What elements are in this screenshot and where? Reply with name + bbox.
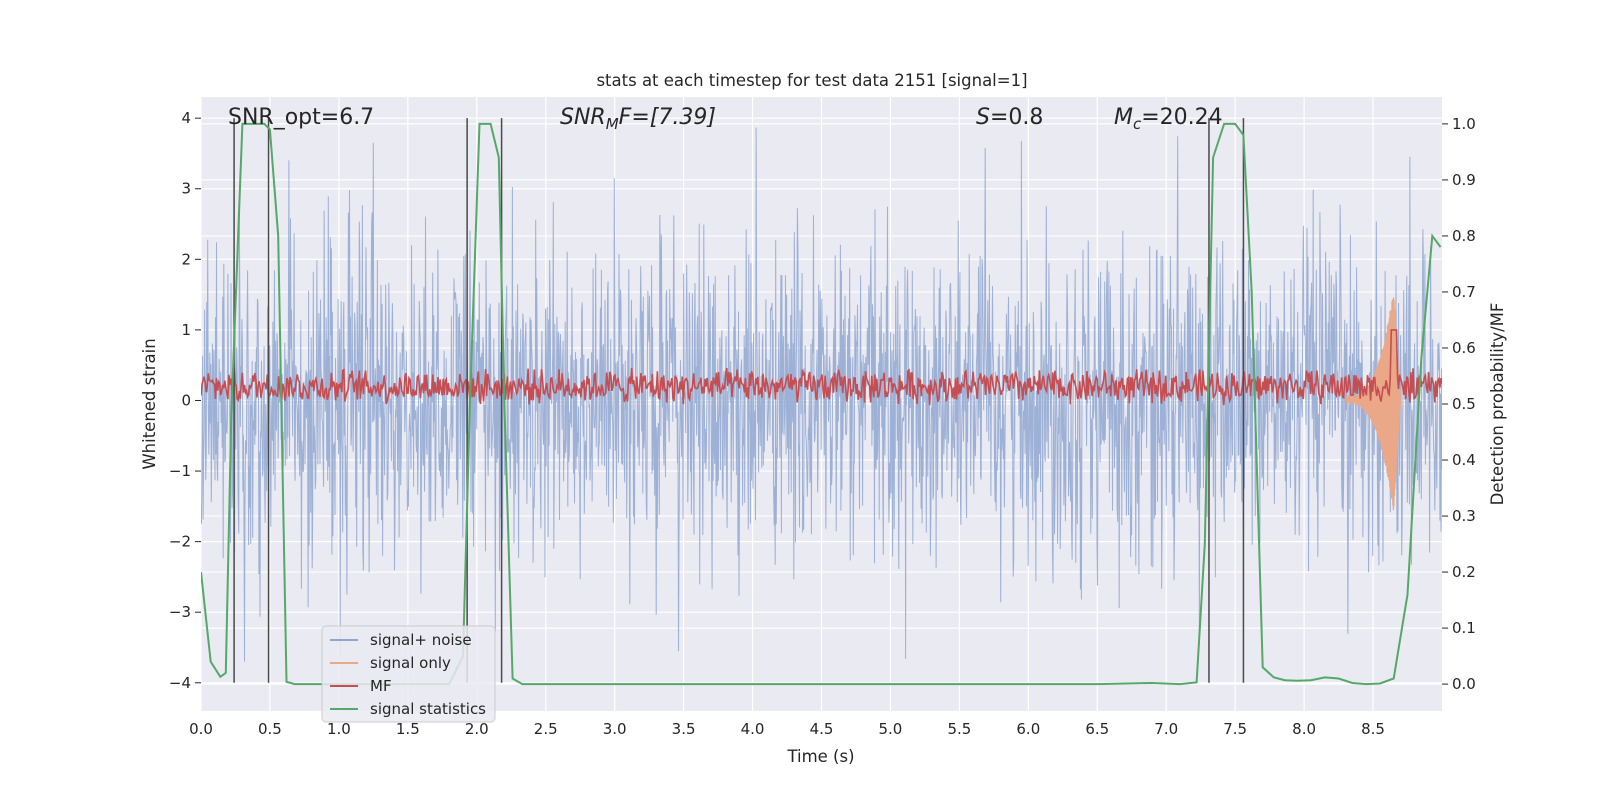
y2-axis-ticks: 0.0 0.1 0.2 0.3 0.4 0.5 0.6 0.7 0.8 0.9 1.0 — [1442, 115, 1476, 693]
series-signal-plus-noise — [201, 127, 1442, 662]
legend-label: signal+ noise — [370, 631, 472, 649]
y-axis-label: Whitened strain — [140, 338, 159, 469]
annotation-s-var: S — [976, 105, 990, 130]
x-tick-label: 2.0 — [465, 720, 489, 738]
annotation-s-rest: =0.8 — [990, 105, 1043, 130]
y-tick-label: 2 — [181, 250, 191, 268]
mf-trace — [201, 329, 1442, 406]
y-tick-label: 1 — [181, 321, 191, 339]
y2-tick-label: 0.0 — [1452, 675, 1476, 693]
y-tick-label: 0 — [181, 391, 191, 409]
y2-tick-label: 0.9 — [1452, 171, 1476, 189]
x-tick-label: 7.5 — [1223, 720, 1247, 738]
x-tick-label: 6.0 — [1016, 720, 1040, 738]
x-tick-label: 6.5 — [1085, 720, 1109, 738]
statistics-trace — [201, 122, 1442, 686]
x-tick-label: 8.0 — [1292, 720, 1316, 738]
annotation-snr-mf-rest: F=[7.39] — [619, 105, 716, 130]
legend-frame — [321, 625, 496, 723]
legend-item: signal statistics — [330, 700, 486, 718]
x-tick-label: 3.5 — [672, 720, 696, 738]
y2-tick-label: 0.8 — [1452, 227, 1476, 245]
annotation-s: S=0.8 — [976, 105, 1043, 130]
x-tick-label: 3.0 — [603, 720, 627, 738]
noise-trace — [201, 127, 1442, 662]
y2-tick-label: 0.6 — [1452, 339, 1476, 357]
series-mf — [201, 329, 1442, 406]
x-tick-label: 5.0 — [879, 720, 903, 738]
y2-tick-label: 0.7 — [1452, 283, 1476, 301]
annotation-mc-rest: =20.24 — [1141, 105, 1222, 130]
annotation-snr-mf-base: SNR — [560, 105, 606, 130]
y-tick-label: 4 — [181, 109, 191, 127]
x-tick-label: 2.5 — [534, 720, 558, 738]
legend: signal+ noise signal only MF signal stat… — [321, 625, 496, 723]
annotation-snr-opt: SNR_opt=6.7 — [228, 105, 374, 130]
vertical-markers — [233, 118, 1245, 683]
y-axis-ticks: −4 −3 −2 −1 0 1 2 3 4 — [169, 109, 201, 692]
legend-item: signal only — [330, 654, 451, 672]
chart-title: stats at each timestep for test data 215… — [596, 71, 1027, 90]
signal-trace — [1344, 297, 1402, 511]
x-tick-label: 1.5 — [396, 720, 420, 738]
series-signal-only — [1344, 297, 1402, 511]
series-signal-statistics — [201, 122, 1442, 686]
legend-label: MF — [370, 677, 392, 695]
x-tick-label: 8.5 — [1361, 720, 1385, 738]
y-tick-label: −2 — [169, 533, 191, 551]
annotation-snr-mf: SNRMF=[7.39] — [560, 105, 716, 133]
y-tick-label: −1 — [169, 462, 191, 480]
x-tick-label: 4.5 — [810, 720, 834, 738]
y-tick-label: −4 — [169, 674, 191, 692]
x-tick-label: 1.0 — [327, 720, 351, 738]
y2-tick-label: 0.5 — [1452, 395, 1476, 413]
y-tick-label: −3 — [169, 603, 191, 621]
x-tick-label: 4.0 — [741, 720, 765, 738]
annotation-mc: Mc=20.24 — [1114, 105, 1223, 133]
annotation-mc-sub: c — [1133, 115, 1142, 133]
y2-tick-label: 0.4 — [1452, 451, 1476, 469]
y2-tick-label: 0.2 — [1452, 563, 1476, 581]
y-tick-label: 3 — [181, 180, 191, 198]
y2-tick-label: 0.1 — [1452, 619, 1476, 637]
x-tick-label: 0.0 — [189, 720, 213, 738]
y2-axis-label: Detection probability/MF — [1488, 303, 1507, 506]
y2-tick-label: 1.0 — [1452, 115, 1476, 133]
annotation-mc-base: M — [1114, 105, 1133, 130]
x-tick-label: 0.5 — [258, 720, 282, 738]
x-tick-label: 7.0 — [1154, 720, 1178, 738]
annotation-snr-mf-sub: M — [606, 115, 619, 133]
legend-item: MF — [330, 677, 392, 695]
x-axis-ticks: 0.0 0.5 1.0 1.5 2.0 2.5 3.0 3.5 4.0 4.5 5.0 5.5 6.0 6… — [189, 720, 1385, 738]
x-tick-label: 5.5 — [947, 720, 971, 738]
legend-item: signal+ noise — [330, 631, 472, 649]
y2-tick-label: 0.3 — [1452, 507, 1476, 525]
x-axis-label: Time (s) — [786, 747, 854, 766]
legend-label: signal only — [370, 654, 451, 672]
legend-label: signal statistics — [370, 700, 486, 718]
